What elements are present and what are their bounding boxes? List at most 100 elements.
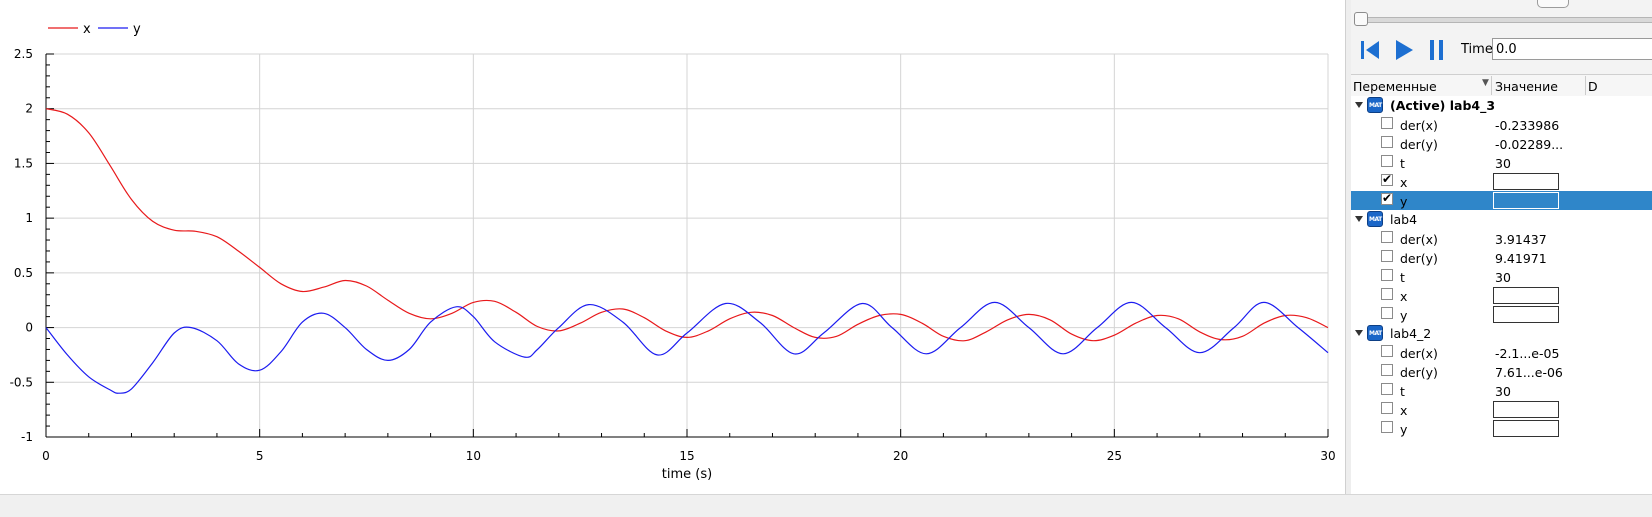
variable-value: -0.02289... — [1495, 137, 1564, 152]
time-input[interactable] — [1492, 38, 1652, 60]
model-name: (Active) lab4_3 — [1390, 98, 1496, 113]
expand-arrow-icon[interactable] — [1355, 102, 1363, 108]
variable-checkbox[interactable] — [1381, 269, 1393, 281]
variable-row[interactable]: y — [1351, 419, 1652, 438]
variable-row[interactable]: der(x) -0.233986 — [1351, 115, 1652, 134]
variable-checkbox[interactable] — [1381, 117, 1393, 129]
time-slider-handle[interactable] — [1354, 12, 1368, 26]
panel-splitter[interactable] — [1345, 0, 1352, 494]
variable-checkbox[interactable] — [1381, 364, 1393, 376]
variable-row[interactable]: t 30 — [1351, 153, 1652, 172]
variable-value-field[interactable] — [1493, 287, 1559, 304]
variable-value: -0.233986 — [1495, 118, 1560, 133]
variable-row[interactable]: x — [1351, 286, 1652, 305]
column-extra[interactable]: D — [1588, 79, 1598, 94]
variable-row[interactable]: der(x) -2.1...e-05 — [1351, 343, 1652, 362]
series-line-y — [45, 301, 1329, 394]
x-tick-label: 20 — [893, 449, 908, 463]
variable-checkbox[interactable] — [1381, 383, 1393, 395]
variable-value-field[interactable] — [1493, 173, 1559, 190]
sort-indicator-icon: ▼ — [1482, 78, 1489, 88]
variable-value-field[interactable] — [1493, 192, 1559, 209]
expand-arrow-icon[interactable] — [1355, 216, 1363, 222]
mat-file-icon: MAT — [1367, 211, 1383, 227]
variable-checkbox[interactable] — [1381, 345, 1393, 357]
variable-name: t — [1400, 384, 1405, 399]
variable-name: der(y) — [1400, 251, 1438, 266]
model-row[interactable]: MAT lab4 — [1351, 210, 1652, 229]
expand-arrow-icon[interactable] — [1355, 330, 1363, 336]
series-line-x — [45, 108, 1329, 342]
variable-row[interactable]: x — [1351, 400, 1652, 419]
time-slider[interactable] — [1361, 17, 1652, 23]
y-tick-label: -1 — [21, 430, 33, 444]
variable-checkbox[interactable] — [1381, 155, 1393, 167]
variable-value-field[interactable] — [1493, 306, 1559, 323]
variable-value: 30 — [1495, 156, 1511, 171]
y-tick-label: 2.5 — [14, 47, 33, 61]
pause-icon[interactable] — [1424, 37, 1450, 63]
variable-row[interactable]: y — [1351, 305, 1652, 324]
x-tick-label: 25 — [1107, 449, 1122, 463]
x-tick-label: 5 — [256, 449, 264, 463]
variable-name: x — [1400, 403, 1408, 418]
variable-row[interactable]: der(y) 7.61...e-06 — [1351, 362, 1652, 381]
mat-file-icon: MAT — [1367, 97, 1383, 113]
time-label: Time: — [1461, 42, 1498, 57]
variable-row[interactable]: t 30 — [1351, 267, 1652, 286]
variable-name: t — [1400, 270, 1405, 285]
top-scroll-handle[interactable] — [1537, 0, 1569, 8]
y-tick-label: 0 — [25, 321, 33, 335]
model-row[interactable]: MAT (Active) lab4_3 — [1351, 96, 1652, 115]
variable-row[interactable]: t 30 — [1351, 381, 1652, 400]
x-tick-label: 30 — [1320, 449, 1335, 463]
variable-row[interactable]: der(y) 9.41971 — [1351, 248, 1652, 267]
plot-area[interactable]: -1 -0.5 0 0.5 1 1.5 2 2.5 0 5 10 15 20 25 30 time (s) x y — [0, 0, 1346, 494]
variable-checkbox[interactable] — [1381, 136, 1393, 148]
variable-value: -2.1...e-05 — [1495, 346, 1560, 361]
variable-name: y — [1400, 422, 1408, 437]
variable-value-field[interactable] — [1493, 401, 1559, 418]
variable-checkbox[interactable] — [1381, 172, 1393, 186]
x-tick-label: 0 — [42, 449, 50, 463]
model-name: lab4_2 — [1390, 326, 1432, 341]
variable-row[interactable]: der(y) -0.02289... — [1351, 134, 1652, 153]
variable-checkbox[interactable] — [1381, 288, 1393, 300]
plot-canvas[interactable]: -1 -0.5 0 0.5 1 1.5 2 2.5 0 5 10 15 20 25 30 time (s) x y — [0, 0, 1345, 494]
variable-checkbox[interactable] — [1381, 421, 1393, 433]
variable-name: der(y) — [1400, 137, 1438, 152]
mat-file-icon: MAT — [1367, 325, 1383, 341]
variable-checkbox[interactable] — [1381, 307, 1393, 319]
variable-checkbox[interactable] — [1381, 231, 1393, 243]
y-tick-label: 1.5 — [14, 156, 33, 170]
variable-row[interactable]: y — [1351, 191, 1652, 210]
variables-tree: MAT (Active) lab4_3 der(x) -0.233986 der(y)… — [1351, 96, 1652, 494]
variable-checkbox[interactable] — [1381, 191, 1393, 205]
variable-name: der(x) — [1400, 346, 1438, 361]
status-strip — [0, 494, 1652, 517]
model-row[interactable]: MAT lab4_2 — [1351, 324, 1652, 343]
column-value[interactable]: Значение — [1495, 79, 1558, 94]
variable-checkbox[interactable] — [1381, 402, 1393, 414]
variable-value: 7.61...e-06 — [1495, 365, 1563, 380]
variable-value: 30 — [1495, 384, 1511, 399]
variable-name: der(x) — [1400, 232, 1438, 247]
variable-name: t — [1400, 156, 1405, 171]
model-name: lab4 — [1390, 212, 1418, 227]
variables-header: Переменные ▼ Значение D — [1351, 74, 1652, 97]
variable-name: x — [1400, 175, 1408, 190]
y-tick-label: 0.5 — [14, 266, 33, 280]
x-tick-label: 15 — [679, 449, 694, 463]
play-icon[interactable] — [1391, 37, 1417, 63]
rewind-icon[interactable] — [1357, 37, 1383, 63]
legend-label-x: x — [83, 22, 91, 37]
column-variables[interactable]: Переменные — [1353, 79, 1437, 94]
variable-row[interactable]: x — [1351, 172, 1652, 191]
variables-panel: Time: Переменные ▼ Значение D MAT (Activ… — [1351, 0, 1652, 494]
variable-name: der(y) — [1400, 365, 1438, 380]
variable-value-field[interactable] — [1493, 420, 1559, 437]
variable-row[interactable]: der(x) 3.91437 — [1351, 229, 1652, 248]
x-tick-label: 10 — [466, 449, 481, 463]
variable-name: y — [1400, 194, 1408, 209]
variable-checkbox[interactable] — [1381, 250, 1393, 262]
